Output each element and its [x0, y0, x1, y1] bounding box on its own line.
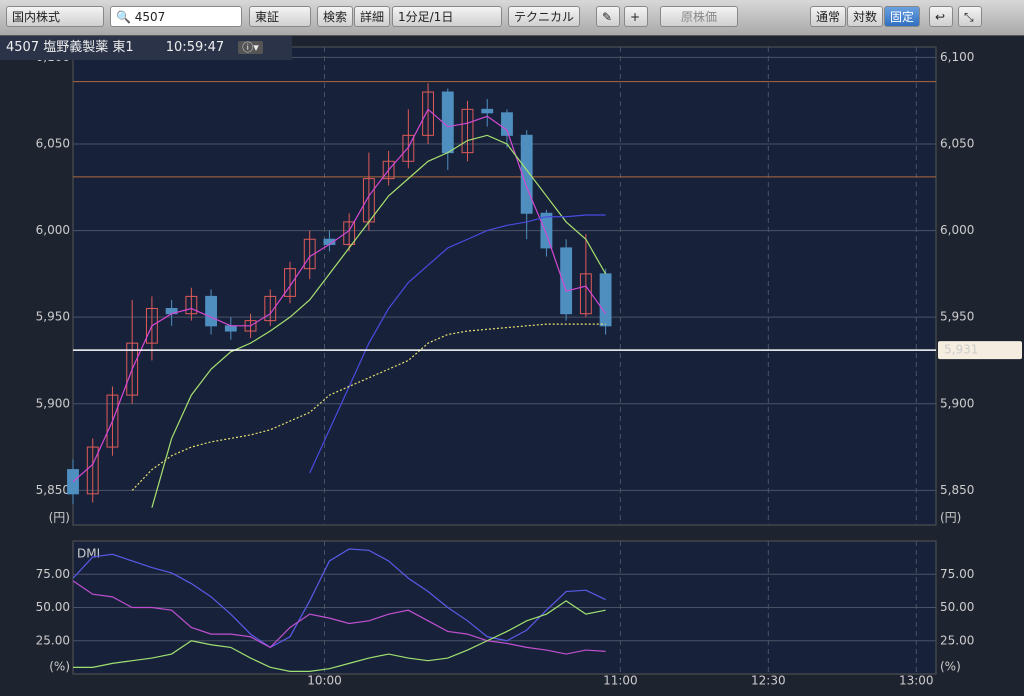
interval-select[interactable]: 1分足/1日 — [392, 6, 502, 27]
candle-body — [481, 108, 494, 114]
x-tick-label: 10:00 — [307, 674, 342, 688]
y-tick-label-right: 5,850 — [940, 483, 974, 497]
last-price-tag — [938, 341, 1022, 360]
y-tick-label: 5,900 — [36, 396, 70, 410]
candle-body — [520, 134, 533, 214]
undo-button[interactable]: ↩ — [929, 6, 953, 27]
unit-label: (円) — [49, 511, 70, 525]
candle-body — [461, 108, 474, 154]
y-tick-label-right: 6,100 — [940, 50, 974, 64]
search-text: 4507 — [134, 10, 166, 24]
y-tick-label-right: 6,000 — [940, 223, 974, 237]
y-tick-label: 50.00 — [36, 600, 70, 614]
y-tick-label-right: 5,950 — [940, 310, 974, 324]
candle-body — [402, 134, 415, 162]
fixed-button[interactable]: 固定 — [884, 6, 921, 27]
series-line — [151, 134, 607, 508]
y-tick-label-right: 75.00 — [940, 567, 974, 581]
exchange-select[interactable]: 東証 — [249, 6, 311, 27]
log-button[interactable]: 対数 — [847, 6, 884, 27]
search-box[interactable]: 🔍 4507 — [110, 6, 242, 27]
candle-body — [224, 325, 237, 332]
candle-body — [126, 342, 139, 396]
series-line — [72, 548, 606, 649]
info-button[interactable]: ⓘ▾ — [238, 41, 263, 54]
clock: 10:59:47 — [165, 40, 225, 55]
normal-button[interactable]: 通常 — [810, 6, 847, 27]
candle-body — [303, 238, 316, 270]
y-tick-label-right: 6,050 — [940, 136, 974, 150]
candle-body — [205, 295, 218, 327]
series-line — [72, 580, 606, 655]
candle-body — [86, 446, 99, 495]
candle-body — [382, 160, 395, 180]
y-tick-label: 6,050 — [36, 136, 70, 150]
candle-body — [501, 112, 513, 136]
candle-body — [441, 91, 454, 154]
add-button[interactable]: + — [624, 6, 648, 27]
candle-body — [560, 247, 573, 315]
candle-body — [106, 394, 119, 448]
unit-label: (%) — [49, 660, 70, 674]
series-line — [73, 600, 606, 672]
candle-body — [540, 212, 553, 249]
y-tick-label-right: 50.00 — [940, 600, 974, 614]
symbol: 4507 塩野義製薬 東1 — [6, 40, 134, 55]
y-tick-label: 75.00 — [36, 567, 70, 581]
series-line — [131, 323, 606, 491]
detail-button[interactable]: 詳細 — [354, 6, 391, 27]
candle-body — [145, 308, 158, 344]
base-button[interactable]: 原株価 — [660, 6, 738, 27]
search-icon: 🔍 — [116, 10, 131, 24]
y-tick-label: 6,000 — [36, 223, 70, 237]
candle-body — [599, 273, 612, 327]
unit-label-right: (%) — [940, 660, 961, 674]
x-tick-label: 13:00 — [899, 674, 934, 688]
technical-button[interactable]: テクニカル — [508, 6, 581, 27]
y-tick-label: 25.00 — [36, 633, 70, 647]
y-tick-label-right: 25.00 — [940, 633, 974, 647]
y-tick-label-right: 5,900 — [940, 396, 974, 410]
header: 4507 塩野義製薬 東1 10:59:47 ⓘ▾ — [0, 36, 292, 60]
series-line — [72, 108, 607, 483]
y-tick-label: 5,850 — [36, 483, 70, 497]
candle-body — [343, 221, 356, 245]
y-tick-label: 5,950 — [36, 310, 70, 324]
draw-button[interactable]: ✎ — [596, 6, 620, 27]
candle-body — [185, 295, 198, 315]
series-line — [309, 214, 606, 474]
candle-body — [264, 295, 277, 322]
shrink-button[interactable]: ⤡ — [958, 6, 982, 27]
market-select[interactable]: 国内株式 — [6, 6, 104, 27]
unit-label-right: (円) — [940, 511, 961, 525]
find-button[interactable]: 検索 — [317, 6, 354, 27]
x-tick-label: 11:00 — [603, 674, 638, 688]
candle-body — [284, 268, 296, 297]
toolbar: 国内株式 🔍 4507 東証 検索 詳細 1分足/1日 テクニカル ✎ + 原株… — [0, 0, 1024, 36]
last-price-label: 5,931 — [944, 343, 978, 357]
x-tick-label: 12:30 — [751, 674, 786, 688]
panel-title: DMI — [77, 547, 100, 561]
